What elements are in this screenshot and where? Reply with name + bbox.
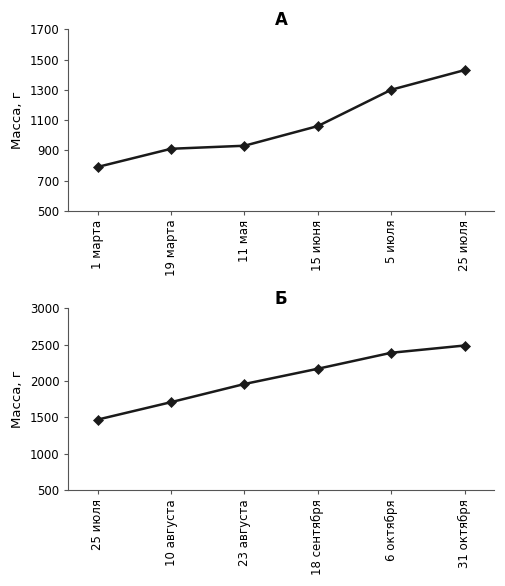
Title: А: А [275, 11, 288, 29]
Y-axis label: Масса, г: Масса, г [11, 370, 24, 428]
Title: Б: Б [275, 290, 287, 308]
Y-axis label: Масса, г: Масса, г [11, 91, 24, 149]
